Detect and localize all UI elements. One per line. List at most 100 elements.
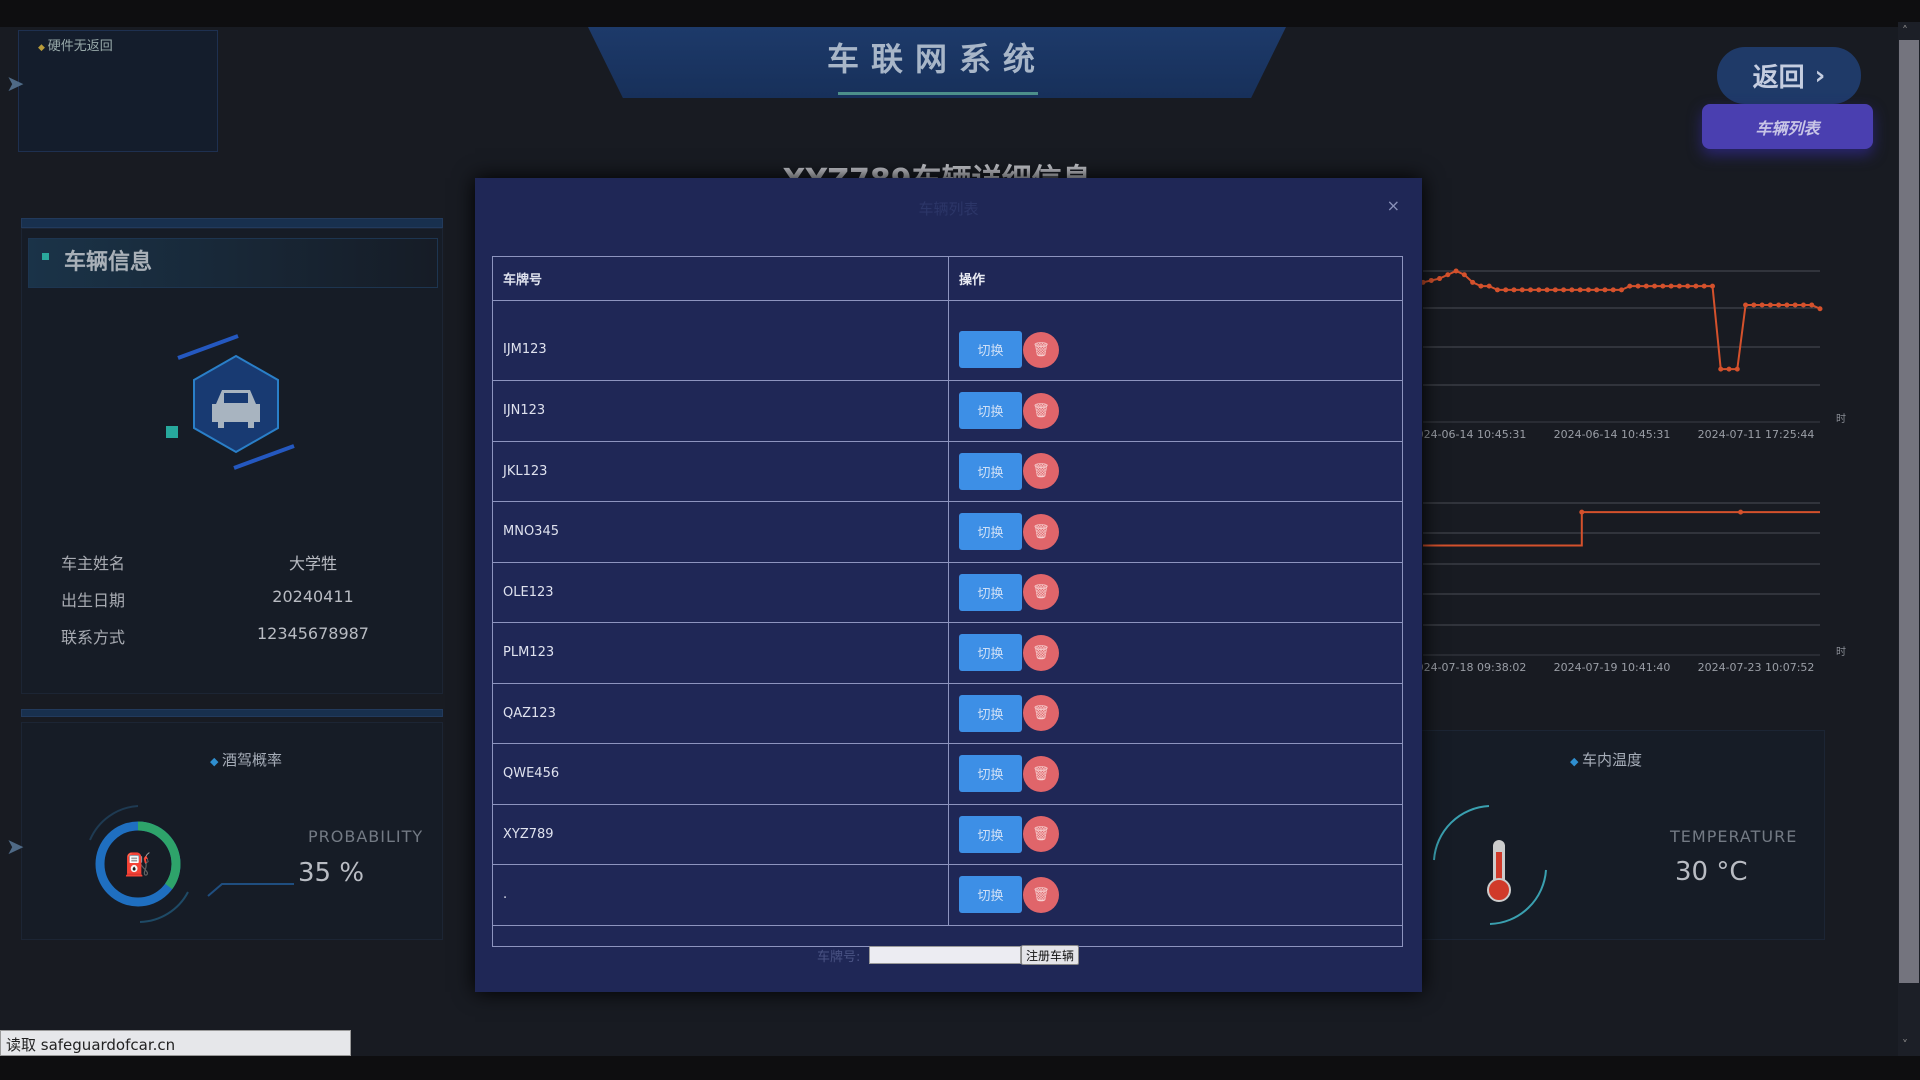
delete-button[interactable]: 🗑 — [1023, 453, 1059, 490]
data-point — [1585, 287, 1591, 293]
table-row: JKL123 切换 🗑 — [493, 441, 1402, 502]
plate-input[interactable] — [869, 946, 1021, 964]
delete-button[interactable]: 🗑 — [1023, 331, 1059, 368]
action-cell: 切换 🗑 — [949, 865, 1402, 925]
table-row: IJN123 切换 🗑 — [493, 381, 1402, 442]
trash-icon: 🗑 — [1032, 765, 1050, 782]
probability-value: 35 % — [298, 858, 365, 888]
delete-button[interactable]: 🗑 — [1023, 392, 1059, 429]
data-point — [1470, 279, 1476, 285]
app-title: 车联网系统 — [826, 40, 1047, 78]
data-point — [1726, 366, 1732, 372]
expand-arrow-icon[interactable]: ➤ — [6, 835, 25, 860]
data-point — [1437, 276, 1443, 282]
panel-strip — [21, 709, 443, 717]
back-button[interactable]: 返回 › — [1717, 47, 1861, 104]
action-cell: 切换 🗑 — [949, 442, 1402, 502]
scrollbar-thumb[interactable] — [1899, 40, 1919, 983]
data-point — [1569, 287, 1575, 293]
trash-icon: 🗑 — [1032, 886, 1050, 903]
data-point — [1668, 283, 1674, 289]
vehicle-info-header — [28, 238, 438, 288]
table-row: PLM123 切换 🗑 — [493, 623, 1402, 684]
temperature-title: 车内温度 — [1570, 749, 1642, 770]
x-tick-label: 2024-07-19 10:41:40 — [1554, 661, 1671, 674]
expand-arrow-icon[interactable]: ➤ — [6, 72, 25, 97]
vehicle-list-button[interactable]: 车辆列表 — [1702, 104, 1873, 149]
data-point — [1528, 287, 1534, 293]
plate-cell: PLM123 — [493, 623, 949, 683]
data-point — [1809, 302, 1815, 308]
axis-unit-label: 时 — [1836, 646, 1846, 658]
plate-cell: IJN123 — [493, 381, 949, 441]
x-tick-label: 2024-06-14 10:45:31 — [1554, 428, 1671, 441]
car-icon — [166, 334, 295, 470]
trash-icon: 🗑 — [1032, 341, 1050, 358]
plate-cell: MNO345 — [493, 502, 949, 562]
scroll-down-icon[interactable]: ˅ — [1902, 1038, 1908, 1052]
back-label: 返回 — [1752, 63, 1805, 93]
data-point — [1511, 287, 1517, 293]
data-point — [1519, 287, 1525, 293]
table-row: QAZ123 切换 🗑 — [493, 683, 1402, 744]
birth-date-value: 20240411 — [272, 587, 354, 606]
delete-button[interactable]: 🗑 — [1023, 634, 1059, 671]
switch-button[interactable]: 切换 — [959, 331, 1022, 368]
action-cell: 切换 🗑 — [949, 684, 1402, 744]
switch-button[interactable]: 切换 — [959, 513, 1022, 551]
column-actions: 操作 — [959, 273, 986, 288]
data-point — [1610, 287, 1616, 293]
data-point — [1738, 509, 1744, 515]
donut-value-arc — [95, 821, 181, 907]
data-point — [1453, 268, 1459, 274]
action-cell: 切换 🗑 — [949, 744, 1402, 804]
plate-cell: JKL123 — [493, 441, 949, 501]
data-point — [1800, 302, 1806, 308]
data-point — [1544, 287, 1550, 293]
owner-name-label: 车主姓名 — [61, 554, 126, 573]
table-header: 车牌号 操作 — [493, 257, 1402, 301]
delete-button[interactable]: 🗑 — [1023, 755, 1059, 792]
owner-name-value: 大学牲 — [288, 554, 337, 573]
switch-button[interactable]: 切换 — [959, 876, 1022, 914]
delete-button[interactable]: 🗑 — [1023, 876, 1059, 913]
data-point — [1817, 306, 1823, 312]
data-point — [1709, 283, 1715, 289]
delete-button[interactable]: 🗑 — [1023, 695, 1059, 732]
series-line — [1423, 511, 1820, 547]
table-row: . 切换 🗑 — [493, 865, 1402, 926]
plate-cell: XYZ789 — [493, 804, 949, 864]
switch-button[interactable]: 切换 — [959, 573, 1022, 611]
register-vehicle-button[interactable]: 注册车辆 — [1021, 945, 1079, 965]
table-row: OLE123 切换 🗑 — [493, 562, 1402, 623]
delete-button[interactable]: 🗑 — [1023, 574, 1059, 611]
data-point — [1784, 302, 1790, 308]
vehicle-list-modal: 车辆列表 × 车牌号 操作 IJM123 切换 🗑 IJN123 切换 🗑 JKL1… — [475, 178, 1422, 992]
switch-button[interactable]: 切换 — [959, 452, 1022, 490]
drunk-probability-title: 酒驾概率 — [210, 749, 282, 770]
data-point — [1701, 283, 1707, 289]
vehicle-info-title: 车辆信息 — [64, 250, 153, 275]
switch-button[interactable]: 切换 — [959, 694, 1022, 732]
data-point — [1486, 283, 1492, 289]
switch-button[interactable]: 切换 — [959, 755, 1022, 793]
scroll-up-icon[interactable]: ˄ — [1902, 24, 1908, 38]
plate-cell: QAZ123 — [493, 683, 949, 743]
action-cell: 切换 🗑 — [949, 805, 1402, 865]
column-plate: 车牌号 — [493, 257, 949, 300]
switch-button[interactable]: 切换 — [959, 815, 1022, 853]
delete-button[interactable]: 🗑 — [1023, 513, 1059, 550]
data-point — [1643, 283, 1649, 289]
data-point — [1676, 283, 1682, 289]
close-icon[interactable]: × — [1386, 196, 1400, 215]
switch-button[interactable]: 切换 — [959, 634, 1022, 672]
data-point — [1503, 287, 1509, 293]
delete-button[interactable]: 🗑 — [1023, 816, 1059, 853]
modal-title: 车辆列表 — [918, 200, 979, 218]
data-point — [1536, 287, 1542, 293]
data-point — [1751, 302, 1757, 308]
switch-button[interactable]: 切换 — [959, 392, 1022, 430]
data-point — [1552, 287, 1558, 293]
plate-label: 车牌号: — [817, 950, 861, 965]
action-cell: 切换 🗑 — [949, 502, 1402, 562]
